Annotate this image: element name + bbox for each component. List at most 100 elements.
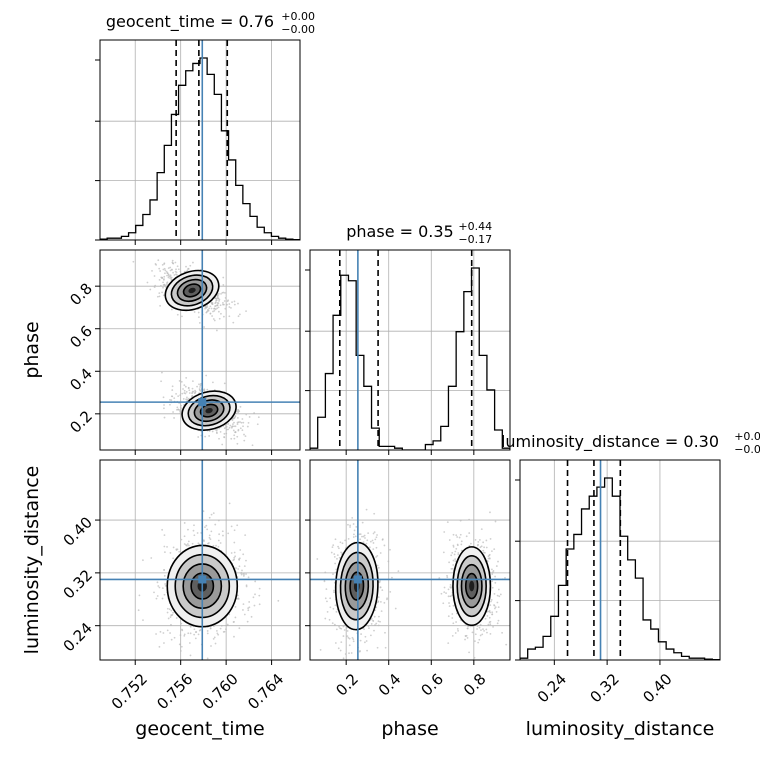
sample-point [335,628,338,631]
sample-point [365,640,368,642]
sample-point [214,305,216,308]
panel-frame [99,459,301,661]
sample-point [486,631,488,634]
sample-point [227,428,230,431]
sample-point [161,291,163,294]
sample-point [240,421,243,424]
sample-point [494,581,497,584]
sample-point [158,279,161,281]
sample-point [196,532,199,534]
sample-point [471,631,474,634]
sample-point [379,552,382,554]
sample-point [193,633,196,636]
sample-point [212,310,214,313]
sample-point [494,606,497,609]
sample-point [226,303,228,306]
sample-point [496,601,499,604]
sample-point [180,622,183,625]
yaxis-label-phase: phase [21,321,43,378]
sample-point [186,543,189,545]
sample-point [344,539,347,542]
sample-point [468,532,471,534]
sample-point [210,513,213,516]
sample-point [364,641,366,644]
sample-point [158,292,161,295]
sample-point [183,535,186,538]
sample-point [160,380,163,383]
sample-point [186,396,188,399]
sample-point [168,608,171,611]
xtick-label: 0.2 [332,670,362,700]
sample-point [236,423,239,426]
sample-point [176,406,179,409]
sample-point [164,272,166,275]
sample-point [491,611,494,614]
contour-line [193,399,225,423]
sample-point [374,624,376,626]
panel-content [100,460,300,660]
sample-point [236,597,239,600]
title-minus: −0.00 [281,23,315,36]
sample-point [326,600,328,603]
sample-point [153,286,156,289]
sample-point [257,416,260,419]
sample-point [245,559,247,562]
sample-point [468,665,470,667]
sample-point [191,390,194,393]
sample-point [480,545,483,548]
sample-point [352,640,355,643]
sample-point [247,576,250,579]
xtick-label: 0.24 [534,670,570,706]
density-shade [188,287,196,294]
sample-point [465,535,468,538]
sample-point [457,552,460,554]
sample-point [189,264,192,267]
sample-point [383,601,386,604]
sample-point [238,558,240,561]
sample-point [241,569,243,572]
sample-point [359,639,362,642]
sample-point [193,628,196,631]
sample-point [166,611,169,614]
sample-point [223,630,226,633]
sample-point [215,297,217,300]
sample-point [483,546,486,549]
sample-point [384,646,387,649]
sample-point [240,572,242,574]
sample-point [188,544,190,547]
sample-point [248,601,251,603]
sample-point [334,604,337,607]
sample-point [169,269,172,272]
sample-point [207,542,209,545]
sample-point [443,591,446,594]
sample-point [217,539,220,542]
sample-point [365,508,368,511]
sample-point [493,607,496,610]
sample-point [172,271,174,274]
sample-point [162,281,164,284]
sample-point [172,611,174,614]
sample-point [197,436,200,438]
contour-line [181,390,237,431]
sample-point [214,642,217,645]
title-plus: +0.44 [458,220,492,233]
panel-content [310,250,510,450]
sample-point [187,528,189,531]
sample-point [163,267,166,270]
sample-point [223,382,226,385]
sample-point [480,528,483,531]
title-minus: −0.04 [734,443,760,456]
sample-point [222,284,225,286]
contour-line [170,274,214,307]
sample-point [335,610,338,613]
sample-point [163,534,166,537]
sample-point [479,634,482,637]
sample-point [377,600,380,603]
sample-point [363,534,366,537]
sample-point [226,623,229,626]
sample-point [163,642,165,644]
sample-point [348,637,351,640]
sample-point [452,564,455,566]
sample-point [244,435,247,438]
sample-point [183,633,186,636]
